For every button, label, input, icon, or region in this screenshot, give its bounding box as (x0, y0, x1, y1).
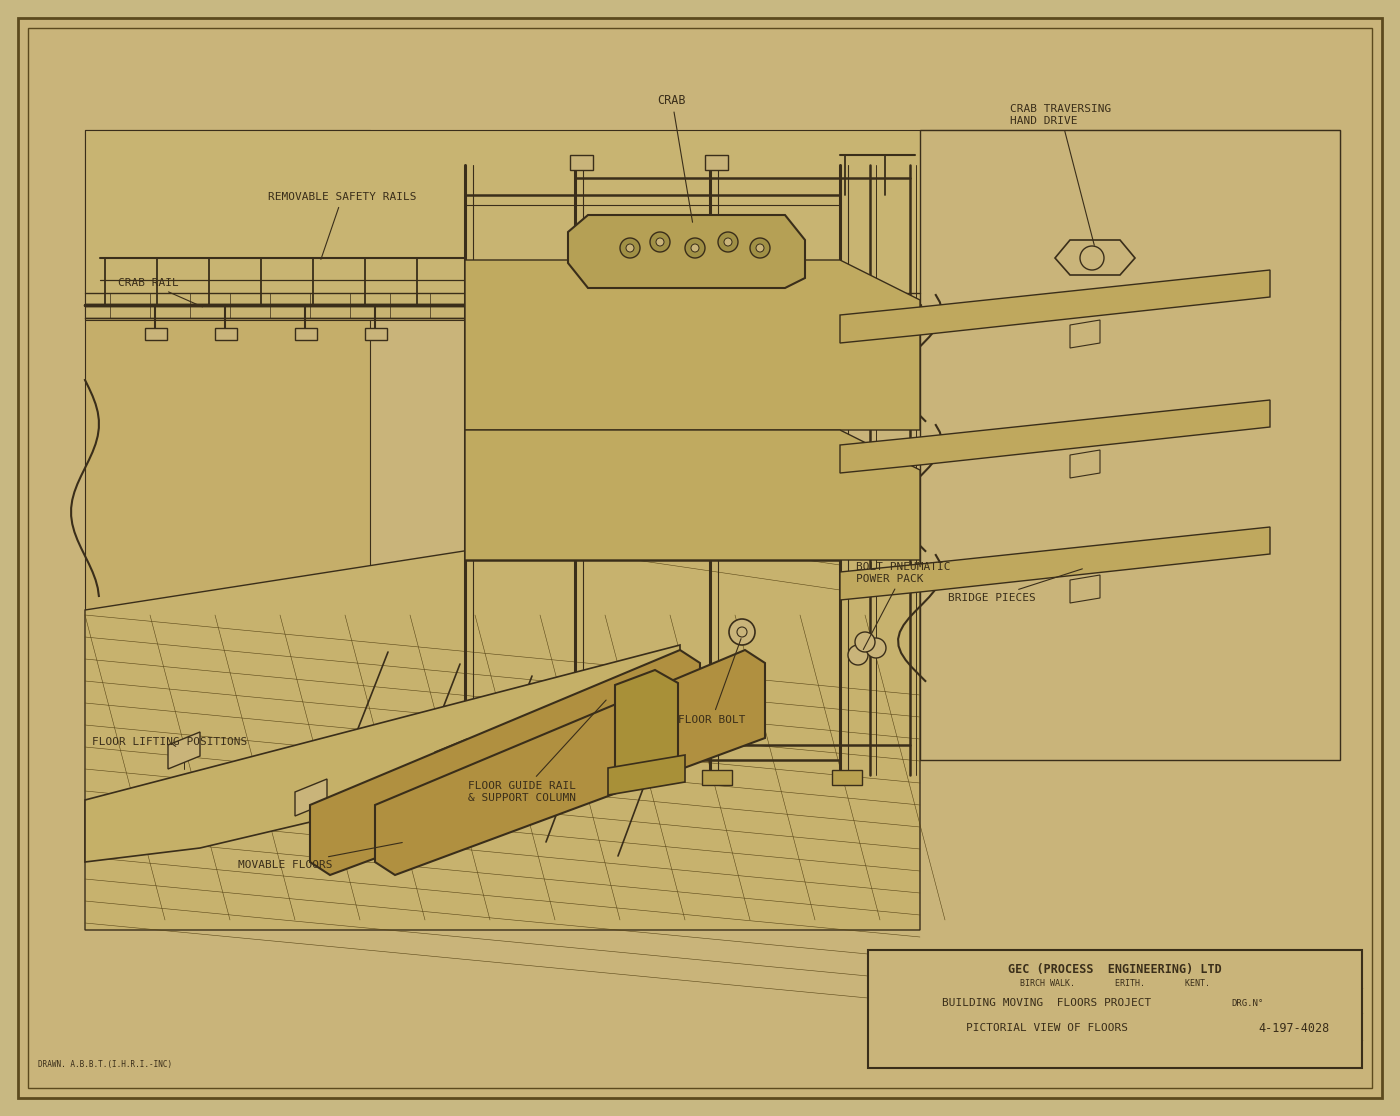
Text: CRAB RAIL: CRAB RAIL (118, 278, 203, 307)
Text: BUILDING MOVING  FLOORS PROJECT: BUILDING MOVING FLOORS PROJECT (942, 998, 1152, 1008)
Polygon shape (1070, 320, 1100, 348)
Circle shape (685, 238, 706, 258)
Polygon shape (615, 670, 678, 783)
Circle shape (657, 238, 664, 246)
Polygon shape (701, 770, 732, 785)
Polygon shape (456, 770, 487, 785)
Text: BRIDGE PIECES: BRIDGE PIECES (948, 569, 1082, 603)
Text: MOVABLE FLOORS: MOVABLE FLOORS (238, 843, 402, 870)
Text: PICTORIAL VIEW OF FLOORS: PICTORIAL VIEW OF FLOORS (966, 1023, 1128, 1033)
Polygon shape (465, 260, 920, 430)
Text: CRAB: CRAB (658, 94, 693, 222)
Polygon shape (365, 328, 386, 340)
Circle shape (867, 638, 886, 658)
Polygon shape (168, 732, 200, 769)
Text: REMOVABLE SAFETY RAILS: REMOVABLE SAFETY RAILS (267, 192, 417, 259)
Polygon shape (85, 480, 920, 930)
Bar (868, 950, 1362, 1068)
Circle shape (724, 238, 732, 246)
Text: BIRCH WALK.        ERITH.        KENT.: BIRCH WALK. ERITH. KENT. (1021, 979, 1210, 988)
Text: BOLT PNEUMATIC
POWER PACK: BOLT PNEUMATIC POWER PACK (855, 562, 951, 650)
Text: FLOOR BOLT: FLOOR BOLT (678, 638, 745, 725)
Polygon shape (840, 400, 1270, 473)
Circle shape (620, 238, 640, 258)
Text: FLOOR LIFTING POSITIONS: FLOOR LIFTING POSITIONS (92, 737, 248, 747)
Circle shape (626, 244, 634, 252)
Polygon shape (295, 328, 316, 340)
Polygon shape (465, 430, 920, 560)
Text: DRAWN. A.B.B.T.(I.H.R.I.-INC): DRAWN. A.B.B.T.(I.H.R.I.-INC) (38, 1059, 172, 1068)
Polygon shape (85, 129, 1340, 320)
Polygon shape (567, 770, 596, 785)
Polygon shape (570, 155, 594, 170)
Polygon shape (568, 215, 805, 288)
Polygon shape (295, 779, 328, 816)
Polygon shape (920, 129, 1340, 760)
Text: FLOOR GUIDE RAIL
& SUPPORT COLUMN: FLOOR GUIDE RAIL & SUPPORT COLUMN (468, 700, 606, 802)
Polygon shape (840, 270, 1270, 343)
Polygon shape (1070, 450, 1100, 478)
Circle shape (650, 232, 671, 252)
Circle shape (718, 232, 738, 252)
Polygon shape (840, 527, 1270, 600)
Text: GEC (PROCESS  ENGINEERING) LTD: GEC (PROCESS ENGINEERING) LTD (1008, 963, 1222, 976)
Polygon shape (309, 650, 700, 875)
Circle shape (756, 244, 764, 252)
Circle shape (736, 627, 748, 637)
Polygon shape (146, 328, 167, 340)
Text: DRG.N°: DRG.N° (1231, 999, 1263, 1008)
Text: 4-197-4028: 4-197-4028 (1259, 1021, 1330, 1035)
Polygon shape (832, 770, 862, 785)
Circle shape (855, 632, 875, 652)
Polygon shape (608, 756, 685, 795)
Circle shape (729, 619, 755, 645)
Polygon shape (216, 328, 237, 340)
Polygon shape (85, 645, 680, 862)
Circle shape (692, 244, 699, 252)
Polygon shape (435, 739, 468, 776)
Circle shape (848, 645, 868, 665)
Polygon shape (706, 155, 728, 170)
Polygon shape (1070, 575, 1100, 603)
Circle shape (1079, 246, 1105, 270)
Polygon shape (85, 129, 370, 790)
Polygon shape (1056, 240, 1135, 275)
Polygon shape (375, 650, 764, 875)
Text: CRAB TRAVERSING
HAND DRIVE: CRAB TRAVERSING HAND DRIVE (1009, 104, 1112, 246)
Circle shape (750, 238, 770, 258)
